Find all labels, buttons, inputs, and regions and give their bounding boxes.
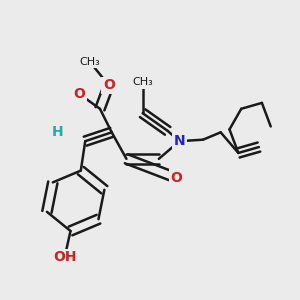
Text: O: O [74,87,85,101]
Text: O: O [171,171,182,185]
Text: OH: OH [53,250,76,265]
Text: O: O [103,78,115,92]
Text: CH₃: CH₃ [79,57,100,67]
Text: H: H [51,125,63,139]
Text: N: N [174,134,185,148]
Text: CH₃: CH₃ [132,77,153,87]
